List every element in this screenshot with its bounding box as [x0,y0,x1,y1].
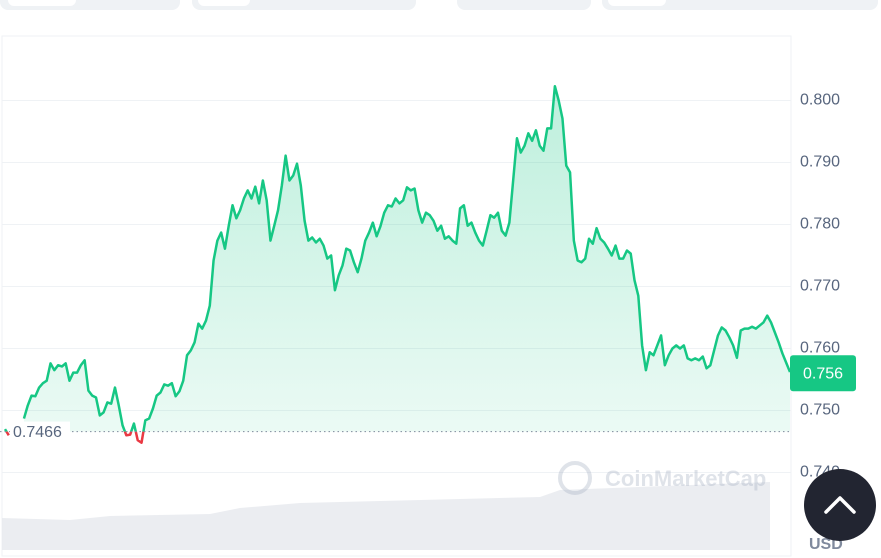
top-tabs [0,0,878,10]
tab-active[interactable] [198,0,250,6]
y-tick-label: 0.750 [800,402,840,419]
y-tick-label: 0.790 [800,154,840,171]
reference-label-bg [10,421,70,442]
overlay: 0.7400.7500.7600.7700.7800.7900.8000.746… [10,92,856,481]
scroll-top-button[interactable] [804,469,876,541]
watermark: CoinMarketCap [558,461,766,495]
price-line [3,84,792,432]
chevron-up [824,496,856,514]
price-area [5,86,790,432]
tab-active[interactable] [8,0,76,6]
price-line-below [5,431,145,444]
reference-label: 0.7466 [13,424,62,441]
volume-backdrop [2,482,770,550]
y-tick-label: 0.800 [800,92,840,109]
tab-active[interactable] [608,0,666,6]
tab[interactable] [602,0,878,10]
y-tick-label: 0.770 [800,278,840,295]
marks [0,84,792,444]
plot-frame [1,35,792,557]
current-price-badge [790,355,856,392]
y-tick-label: 0.780 [800,216,840,233]
current-price-label: 0.756 [803,366,843,383]
y-tick-label: 0.760 [800,340,840,357]
tab[interactable] [457,0,591,10]
watermark-logo [558,461,592,495]
watermark-text: CoinMarketCap [605,466,766,491]
scroll-top-circle[interactable] [804,469,876,541]
